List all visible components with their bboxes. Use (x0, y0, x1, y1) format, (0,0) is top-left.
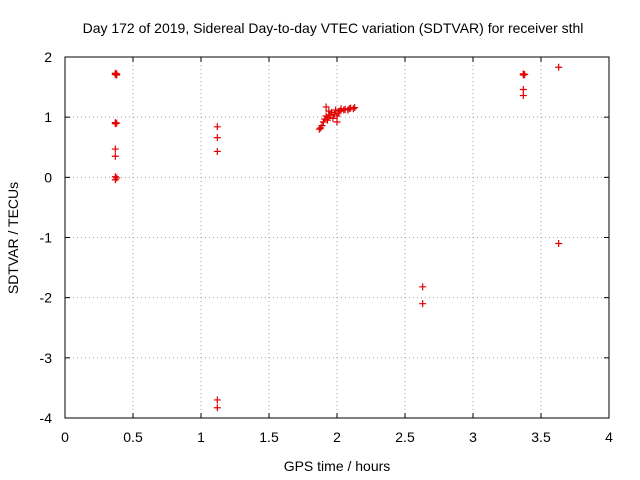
data-point-marker (111, 145, 119, 153)
data-point-marker (113, 71, 121, 79)
x-tick-label: 2.5 (395, 429, 415, 445)
x-axis-tick-labels: 0 0.5 1 1.5 2 2.5 3 3.5 4 (61, 429, 613, 445)
x-tick-label: 0.5 (123, 429, 143, 445)
x-tick-label: 2 (333, 429, 341, 445)
data-point-marker (419, 300, 427, 308)
data-point-marker (111, 176, 119, 184)
data-points (111, 63, 563, 412)
data-point (323, 116, 331, 124)
data-point-marker (113, 174, 121, 182)
data-point-marker (329, 114, 337, 122)
data-point-marker (111, 152, 119, 160)
data-point (333, 118, 341, 126)
y-tick-label: 0 (44, 169, 52, 185)
data-point-marker (319, 118, 327, 126)
chart-title: Day 172 of 2019, Sidereal Day-to-day VTE… (83, 20, 584, 36)
data-point-marker (111, 120, 119, 128)
data-point-marker (213, 123, 221, 131)
data-point (419, 283, 427, 291)
data-point-marker (351, 104, 359, 112)
y-tick-label: -2 (40, 290, 53, 306)
data-point-marker (315, 125, 323, 133)
data-point (111, 152, 119, 160)
data-point (555, 63, 563, 71)
data-point-marker (519, 85, 527, 93)
data-point-marker (213, 396, 221, 404)
y-tick-label: -4 (40, 410, 53, 426)
data-point (111, 145, 119, 153)
data-point (349, 105, 357, 113)
y-axis-label: SDTVAR / TECUs (5, 182, 21, 294)
data-point-marker (555, 240, 563, 248)
x-axis-label: GPS time / hours (284, 458, 391, 474)
data-point (519, 71, 527, 79)
data-point-marker (213, 134, 221, 142)
data-point (111, 176, 119, 184)
data-point-marker (519, 92, 527, 100)
x-tick-label: 0 (61, 429, 69, 445)
x-tick-label: 1.5 (259, 429, 279, 445)
data-point (113, 174, 121, 182)
x-tick-label: 1 (197, 429, 205, 445)
data-point-marker (213, 147, 221, 155)
data-point (111, 70, 119, 78)
data-point-marker (333, 118, 341, 126)
data-point (419, 300, 427, 308)
data-point (519, 85, 527, 93)
x-tick-label: 3.5 (531, 429, 551, 445)
data-point-marker (322, 103, 330, 111)
data-point (113, 119, 121, 127)
data-point (213, 147, 221, 155)
data-point-marker (555, 63, 563, 71)
plot-frame (64, 56, 610, 419)
y-tick-label: -1 (40, 230, 53, 246)
y-tick-label: -3 (40, 350, 53, 366)
data-point-marker (349, 105, 357, 113)
data-point (315, 125, 323, 133)
data-point (333, 112, 341, 120)
data-point (322, 103, 330, 111)
data-point-marker (113, 119, 121, 127)
y-axis-tick-labels: -4 -3 -2 -1 0 1 2 (40, 49, 53, 426)
data-point-marker (419, 283, 427, 291)
data-point (519, 92, 527, 100)
data-point-marker (521, 70, 529, 78)
data-point-marker (519, 71, 527, 79)
data-point (111, 120, 119, 128)
data-point (319, 118, 327, 126)
data-point-marker (333, 112, 341, 120)
data-point (318, 122, 326, 130)
data-point (329, 114, 337, 122)
x-tick-label: 3 (469, 429, 477, 445)
data-point (555, 240, 563, 248)
data-point (213, 396, 221, 404)
data-point (213, 404, 221, 412)
x-tick-label: 4 (605, 429, 613, 445)
data-point-marker (318, 122, 326, 130)
data-point (213, 134, 221, 142)
data-point-marker (323, 116, 331, 124)
y-tick-label: 2 (44, 49, 52, 65)
y-tick-label: 1 (44, 109, 52, 125)
data-point (351, 104, 359, 112)
data-point-marker (111, 70, 119, 78)
data-point (521, 70, 529, 78)
data-point (213, 123, 221, 131)
data-point (113, 71, 121, 79)
data-point-marker (213, 404, 221, 412)
